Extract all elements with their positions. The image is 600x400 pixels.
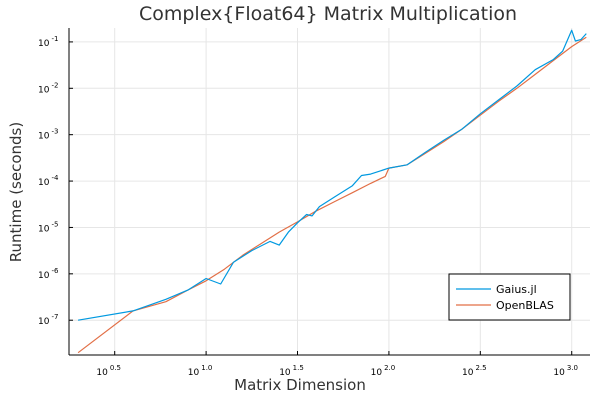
x-tick-label: 10 1.5	[279, 364, 304, 378]
x-tick-label: 10 1.0	[188, 364, 213, 378]
x-tick-label: 10 2.5	[462, 364, 487, 378]
y-tick-label: 10 -3	[38, 128, 58, 142]
series-lines	[77, 29, 587, 354]
x-tick-label: 10 0.5	[96, 364, 121, 378]
legend-label-openblas: OpenBLAS	[496, 299, 554, 312]
y-tick-label: 10 -6	[38, 267, 59, 281]
series-line-gaius	[77, 29, 587, 321]
x-axis-title: Matrix Dimension	[234, 376, 366, 394]
legend-box	[448, 273, 571, 321]
chart-title: Complex{Float64} Matrix Multiplication	[139, 3, 517, 25]
grid	[69, 28, 590, 355]
y-tick-label: 10 -2	[38, 81, 58, 95]
y-tick-label: 10 -4	[38, 174, 59, 188]
legend-label-gaius: Gaius.jl	[496, 283, 537, 296]
legend: Gaius.jl OpenBLAS	[448, 273, 571, 321]
y-axis-title: Runtime (seconds)	[7, 122, 25, 262]
x-tick-label: 10 2.0	[371, 364, 396, 378]
y-tick-label: 10 -7	[38, 313, 58, 327]
x-tick-label: 10 3.0	[553, 364, 578, 378]
y-tick-label: 10 -5	[38, 220, 58, 234]
y-tick-label: 10 -1	[38, 35, 58, 49]
y-ticks: 10-7 10-6 10-5 10-4 10-3 10-2 10-1	[38, 35, 73, 327]
x-ticks: 10 0.5 10 1.0 10 1.5 10 2.0 10 2.5 10 3.0	[96, 351, 578, 378]
series-line-openblas	[77, 36, 587, 354]
